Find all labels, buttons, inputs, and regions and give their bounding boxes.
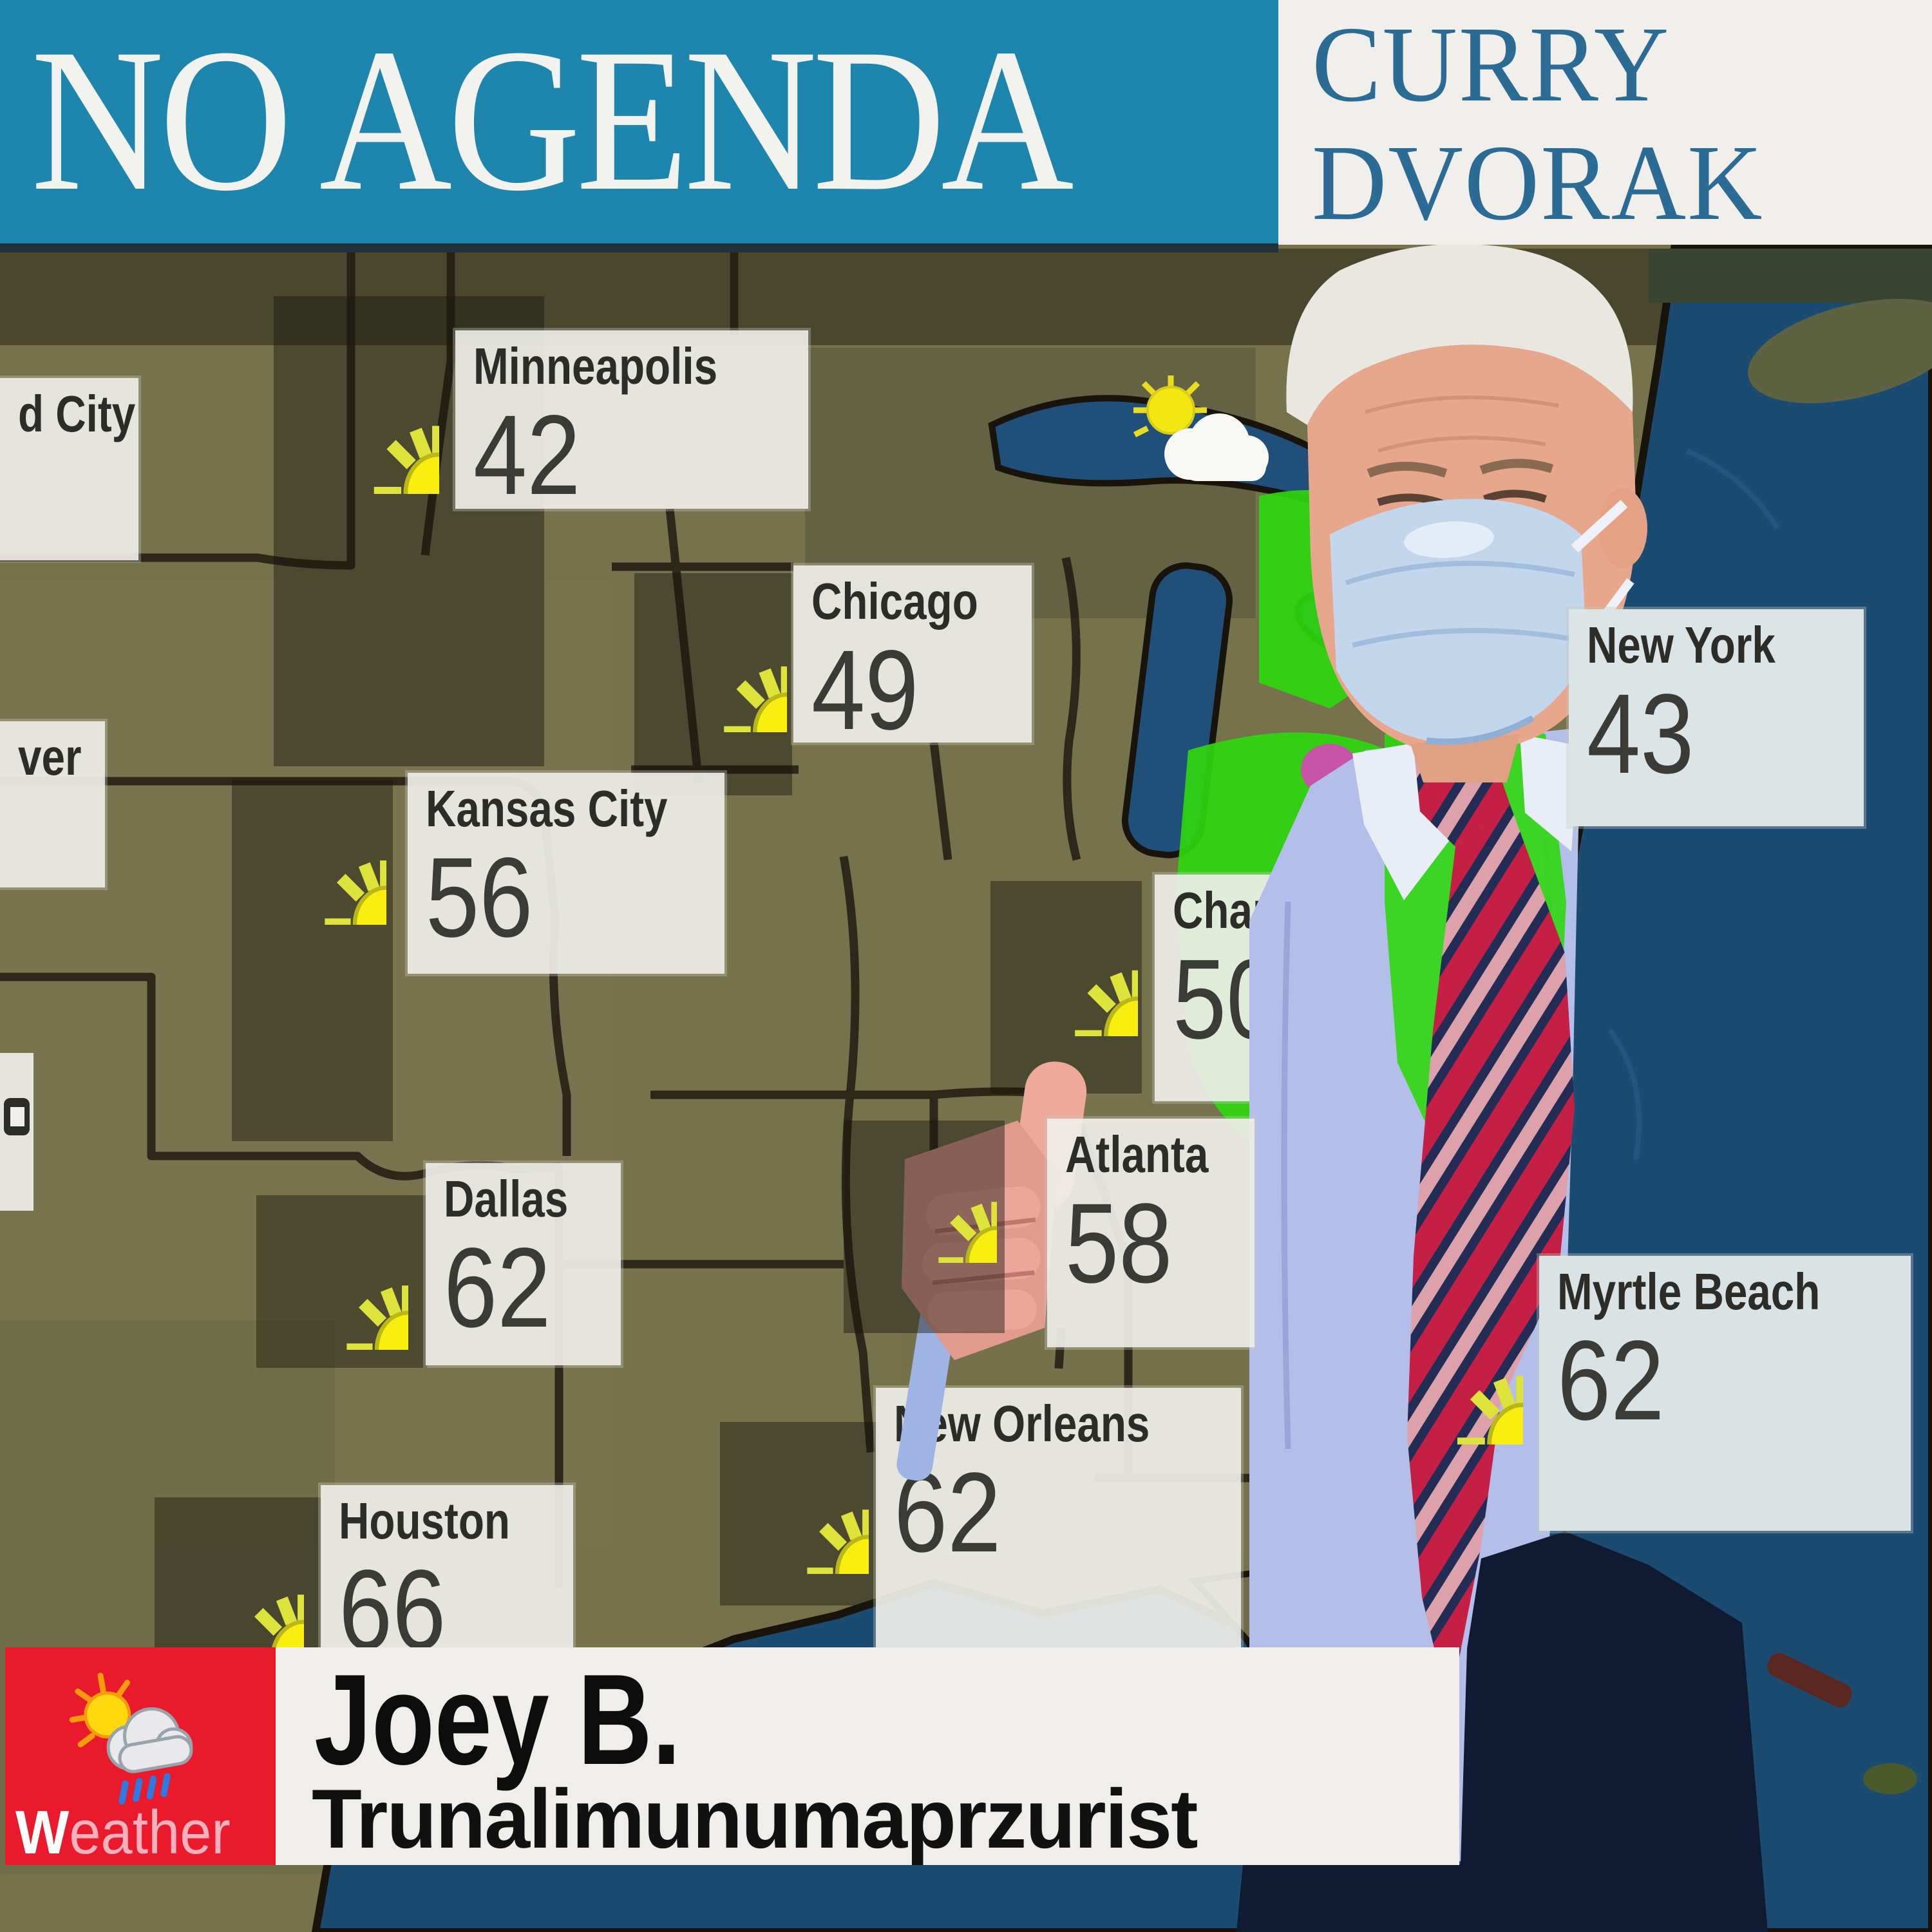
label-box: Minneapolis 42 <box>455 330 808 513</box>
show-title: NO AGENDA <box>31 6 1074 233</box>
city-temp-dallas: 62 <box>444 1225 551 1351</box>
hair <box>1286 243 1633 425</box>
presenter-surname: Trunalimunumaprzurist <box>312 1772 1198 1866</box>
city-name-chicago: Chicago <box>811 573 978 630</box>
weather-logo-box: Weather <box>5 1647 276 1865</box>
eyebrow-right <box>1479 459 1554 475</box>
label-box: Myrtle Beach 62 <box>1539 1256 1911 1531</box>
ear <box>1598 488 1647 568</box>
city-name-dallas: Dallas <box>444 1170 569 1227</box>
city-name-myrtle-beach: Myrtle Beach <box>1557 1263 1821 1320</box>
byline-box: CURRY DVORAK <box>1278 0 1932 245</box>
weather-w: W <box>15 1798 70 1867</box>
byline-curry: CURRY <box>1312 5 1671 124</box>
sun-panel <box>844 1121 1005 1333</box>
mask-strap <box>1571 500 1628 553</box>
sun-icon <box>1378 1299 1522 1444</box>
label-box: Atlanta 58 <box>1047 1119 1255 1347</box>
sun-panel <box>232 781 393 1141</box>
city-name-new-york: New York <box>1587 616 1776 674</box>
city-name-atlanta: Atlanta <box>1065 1126 1209 1183</box>
city-temp-myrtle-beach: 62 <box>1557 1318 1665 1444</box>
lower-third: Joey B. Trunalimunumaprzurist <box>276 1647 1459 1865</box>
label-box: d City <box>0 378 138 560</box>
label-box: Kansas City 56 <box>408 773 724 974</box>
city-temp-kansas-city: 56 <box>426 835 533 961</box>
label-box: New York 43 <box>1569 609 1864 826</box>
weather-wordmark: Weather <box>15 1802 231 1864</box>
partly-cloudy-icon <box>1133 375 1269 481</box>
city-temp-new-york: 43 <box>1587 671 1694 797</box>
city-temp-minneapolis: 42 <box>473 392 581 518</box>
eyebrow-left <box>1367 462 1448 478</box>
northeast-land <box>1649 249 1932 303</box>
city-name-kansas-city: Kansas City <box>426 780 668 837</box>
city-name-rapid-city: d City <box>18 385 136 442</box>
title-banner: NO AGENDA <box>0 0 1278 245</box>
city-name-houston: Houston <box>339 1492 510 1549</box>
head <box>1286 243 1647 782</box>
cutoff-label-fragment <box>0 1053 33 1211</box>
weather-rest: eather <box>69 1798 231 1867</box>
hand <box>896 1061 1087 1481</box>
label-box: Dallas 62 <box>426 1163 621 1365</box>
suit <box>1236 1531 1768 1932</box>
sun-icon <box>867 1133 997 1263</box>
city-name-minneapolis: Minneapolis <box>473 337 718 395</box>
eye-right <box>1482 489 1547 503</box>
weather-logo-icon <box>69 1672 193 1805</box>
city-temp-atlanta: 58 <box>1065 1180 1173 1307</box>
city-temp-chicago: 49 <box>811 627 919 753</box>
byline-dvorak: DVORAK <box>1312 123 1764 243</box>
face-mask <box>1330 498 1586 742</box>
presenter-name: Joey B. <box>314 1648 681 1792</box>
label-box: ver <box>0 721 105 887</box>
label-box: Chicago 49 <box>793 565 1032 748</box>
banner-edge <box>0 243 1278 252</box>
city-name-denver: ver <box>18 728 82 786</box>
